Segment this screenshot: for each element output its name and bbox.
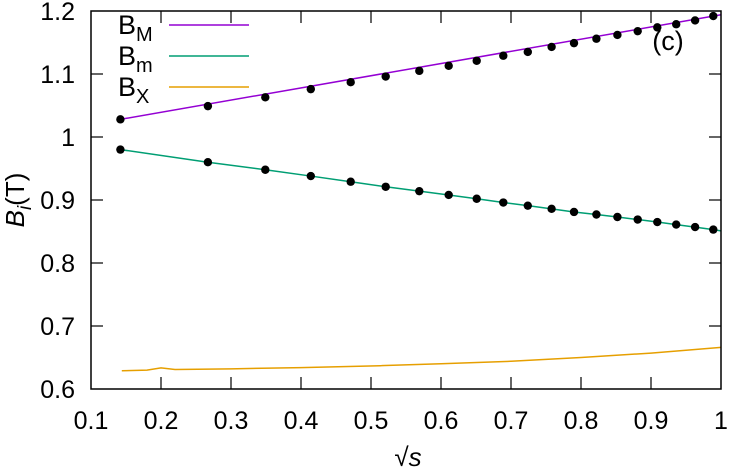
data-point-m bbox=[306, 171, 315, 181]
x-tick-label: 0.9 bbox=[634, 407, 669, 435]
data-point-M bbox=[444, 61, 453, 71]
y-label-unit: (T) bbox=[0, 173, 30, 206]
data-point-m bbox=[547, 204, 556, 214]
x-tick-label: 0.5 bbox=[354, 407, 389, 435]
data-point-m bbox=[203, 158, 213, 167]
series-layer bbox=[116, 11, 722, 372]
x-tick-label: 0.2 bbox=[144, 407, 179, 435]
legend-label-M: BM bbox=[118, 10, 153, 46]
x-tick-label: 1 bbox=[714, 407, 728, 435]
data-point-M bbox=[633, 26, 642, 36]
data-point-m bbox=[569, 207, 579, 217]
data-point-m bbox=[346, 177, 355, 186]
data-point-m bbox=[523, 201, 532, 210]
ticks-layer: 0.1 0.2 0.3 0.4 0.5 0.6 0.7 0.8 0.9 1 0.6 0.7 0.8 0.9… bbox=[40, 0, 728, 435]
data-point-m bbox=[499, 198, 508, 207]
data-point-M bbox=[346, 77, 355, 87]
data-point-m bbox=[444, 190, 453, 200]
data-point-M bbox=[547, 42, 556, 52]
series-X bbox=[121, 346, 722, 372]
data-point-M bbox=[381, 72, 390, 81]
x-tick-label: 0.8 bbox=[564, 407, 599, 435]
data-point-m bbox=[472, 194, 481, 203]
y-tick-label: 1 bbox=[61, 124, 75, 152]
data-point-M bbox=[613, 30, 622, 40]
y-tick-label: 0.8 bbox=[40, 250, 75, 278]
data-point-M bbox=[499, 51, 508, 60]
x-tick-label: 0.6 bbox=[424, 407, 459, 435]
series-line-X bbox=[121, 346, 722, 372]
x-tick-label: 0.4 bbox=[284, 407, 319, 435]
data-point-M bbox=[261, 93, 270, 102]
data-point-M bbox=[116, 115, 125, 124]
y-tick-label: 1.2 bbox=[40, 0, 75, 26]
y-tick-label: 1.1 bbox=[40, 61, 75, 89]
y-tick-label: 0.7 bbox=[40, 313, 75, 341]
x-tick-label: 0.3 bbox=[214, 407, 249, 435]
plot-frame bbox=[90, 10, 722, 390]
data-point-M bbox=[592, 34, 601, 43]
y-tick-label: 0.9 bbox=[40, 187, 75, 215]
data-point-m bbox=[709, 225, 718, 234]
data-point-M bbox=[653, 23, 662, 32]
y-label-sub: i bbox=[15, 205, 36, 210]
legend-label-X: BX bbox=[118, 72, 149, 108]
data-point-m bbox=[116, 145, 125, 154]
data-point-m bbox=[690, 222, 700, 232]
data-point-m bbox=[672, 220, 681, 229]
data-point-m bbox=[613, 212, 622, 222]
data-point-M bbox=[203, 101, 213, 111]
data-point-M bbox=[306, 84, 315, 94]
y-tick-label: 0.6 bbox=[40, 376, 75, 404]
data-point-m bbox=[592, 210, 601, 219]
series-m bbox=[116, 145, 722, 234]
data-point-m bbox=[633, 215, 642, 224]
series-M bbox=[116, 11, 722, 124]
x-axis-label: √s bbox=[394, 442, 421, 469]
x-tick-label: 0.1 bbox=[74, 407, 109, 435]
legend-label-m: Bm bbox=[118, 41, 153, 77]
data-point-M bbox=[415, 66, 424, 76]
data-point-M bbox=[569, 38, 579, 48]
data-point-M bbox=[709, 11, 718, 21]
data-point-m bbox=[261, 165, 270, 174]
y-axis-label: Bi(T) bbox=[0, 173, 36, 228]
data-point-m bbox=[653, 217, 662, 227]
data-point-M bbox=[672, 20, 681, 29]
data-point-M bbox=[690, 16, 700, 25]
panel-label: (c) bbox=[652, 26, 683, 56]
data-point-m bbox=[415, 186, 424, 196]
data-point-M bbox=[472, 56, 481, 65]
y-label-base: B bbox=[0, 210, 30, 227]
x-tick-label: 0.7 bbox=[494, 407, 529, 435]
data-point-M bbox=[523, 47, 532, 57]
data-point-m bbox=[381, 182, 390, 191]
